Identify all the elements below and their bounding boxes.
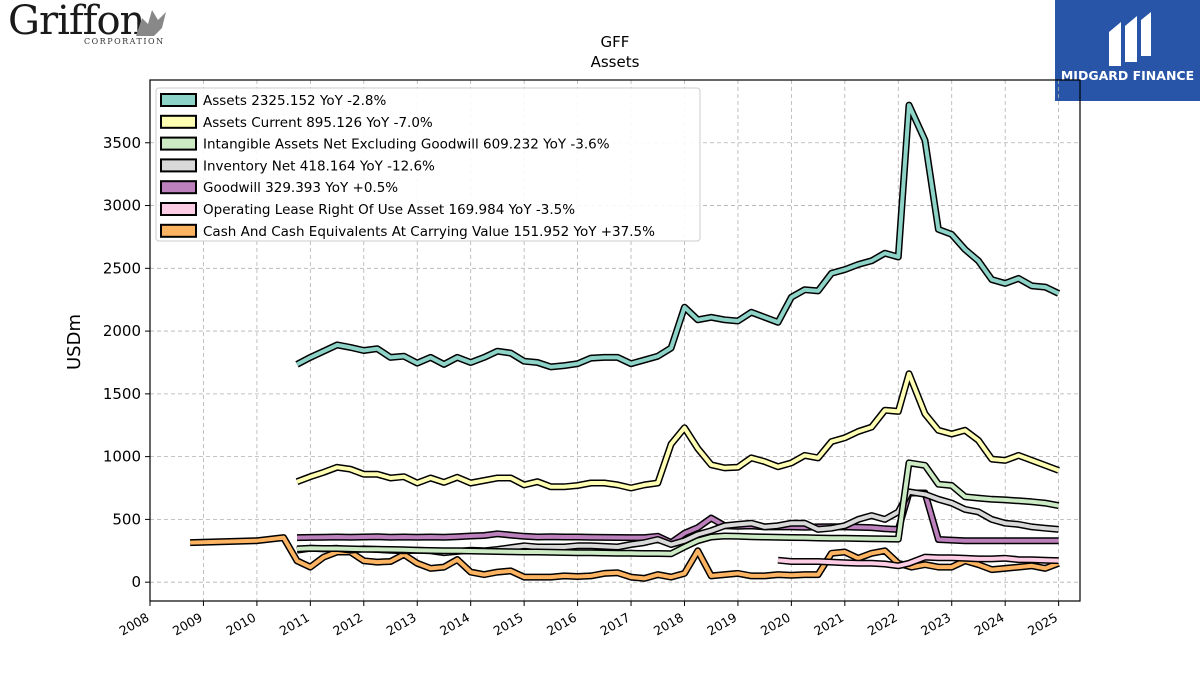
series-line [296, 371, 1060, 490]
x-tick-label: 2010 [223, 610, 258, 639]
midgard-finance-logo: MIDGARD FINANCE [1055, 0, 1200, 101]
chart-title: GFF [601, 33, 630, 51]
x-tick-label: 2011 [277, 610, 312, 639]
legend-swatch [160, 202, 197, 216]
y-tick-label: 0 [131, 573, 141, 591]
midgard-wordmark: MIDGARD FINANCE [1060, 68, 1195, 83]
y-tick-label: 2000 [103, 322, 141, 340]
x-tick-label: 2012 [330, 610, 365, 639]
griffon-wordmark: Griffon [8, 0, 145, 44]
legend-label: Inventory Net 418.164 YoY -12.6% [203, 158, 435, 174]
midgard-emblem-icon [1109, 12, 1151, 66]
legend-label: Goodwill 329.393 YoY +0.5% [203, 180, 398, 196]
x-tick-label: 2016 [544, 610, 579, 639]
legend-label: Assets Current 895.126 YoY -7.0% [203, 115, 433, 131]
legend: Assets 2325.152 YoY -2.8% Assets Current … [155, 87, 701, 242]
x-tick-label: 2019 [704, 610, 739, 639]
y-tick-label: 500 [112, 510, 141, 528]
legend-label: Assets 2325.152 YoY -2.8% [203, 93, 387, 109]
chart-subtitle: Assets [591, 53, 640, 71]
series-line [296, 460, 1059, 556]
y-axis-label: USDm [64, 314, 85, 370]
x-tick-label: 2009 [170, 610, 205, 639]
griffon-logo: Griffon CORPORATION [4, 0, 174, 50]
legend-swatch [160, 93, 197, 107]
x-tick-label: 2017 [597, 610, 632, 639]
series-line [296, 491, 1059, 545]
x-tick-label: 2013 [384, 610, 419, 639]
legend-box [155, 87, 701, 242]
y-tick-label: 2500 [103, 259, 141, 277]
y-tick-label: 3000 [103, 197, 141, 215]
legend-swatch [160, 180, 197, 195]
series-line [296, 489, 1059, 555]
legend-swatch [160, 158, 197, 173]
legend-label: Intangible Assets Net Excluding Goodwill… [203, 137, 610, 153]
y-tick-label: 3500 [103, 134, 141, 152]
series-line [777, 555, 1059, 568]
x-tick-label: 2023 [918, 610, 953, 639]
x-tick-label: 2025 [1025, 610, 1060, 639]
legend-swatch [160, 114, 197, 129]
griffin-icon [136, 10, 166, 36]
series-line [190, 535, 1060, 581]
legend-swatch [160, 223, 197, 238]
legend-label: Cash And Cash Equivalents At Carrying Va… [203, 224, 655, 240]
y-tick-label: 1000 [103, 448, 141, 466]
griffon-subword: CORPORATION [84, 37, 165, 46]
legend-label: Operating Lease Right Of Use Asset 169.9… [203, 202, 575, 218]
x-tick-label: 2021 [811, 610, 846, 639]
series-layer [190, 101, 1061, 582]
x-tick-label: 2008 [116, 610, 151, 639]
plot-frame [149, 79, 1081, 602]
x-tick-label: 2018 [651, 610, 686, 639]
x-tick-label: 2020 [758, 610, 793, 639]
x-tick-label: 2022 [865, 610, 900, 639]
legend-swatch [160, 136, 197, 151]
y-tick-label: 1500 [103, 385, 141, 403]
x-tick-label: 2024 [972, 610, 1007, 639]
x-tick-label: 2014 [437, 610, 472, 639]
x-tick-label: 2015 [491, 610, 526, 639]
series-line [296, 103, 1060, 369]
